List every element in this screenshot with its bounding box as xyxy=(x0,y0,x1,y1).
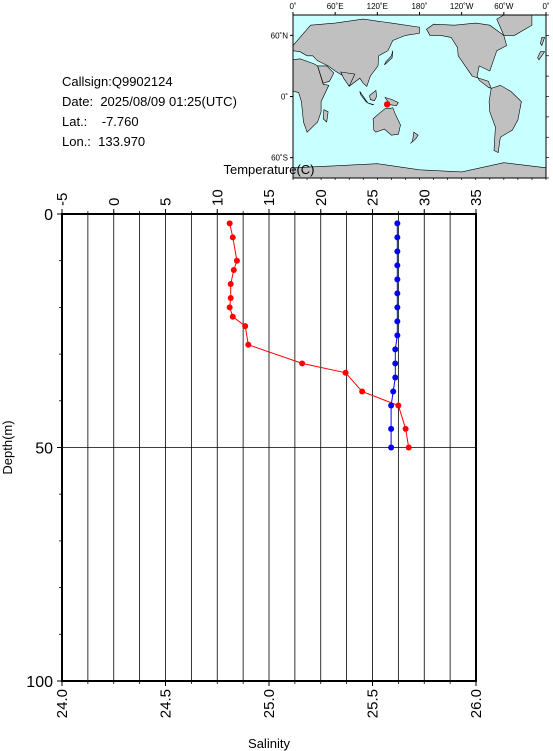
temperature-point xyxy=(245,341,252,348)
lat-value: -7.760 xyxy=(101,114,139,129)
map-land-mass xyxy=(366,102,374,105)
temperature-tick-label: 35 xyxy=(468,189,485,206)
salinity-point xyxy=(388,444,395,451)
map-land-mass xyxy=(292,18,420,87)
temperature-tick-label: 30 xyxy=(416,189,433,206)
salinity-point xyxy=(392,360,399,367)
station-marker xyxy=(383,101,391,108)
lat-row: Lat.: -7.760 xyxy=(62,112,237,132)
depth-axis-title: Depth(m) xyxy=(0,420,15,474)
temperature-point xyxy=(233,257,240,264)
map-land-mass xyxy=(410,131,419,144)
salinity-tick-label: 24.0 xyxy=(54,689,71,718)
callsign-row: Callsign:Q9902124 xyxy=(62,72,237,92)
salinity-axis-title: Salinity xyxy=(248,736,290,751)
temperature-point xyxy=(359,388,366,395)
temperature-tick-label: 10 xyxy=(209,189,226,206)
date-row: Date: 2025/08/09 01:25(UTC) xyxy=(62,92,237,112)
map-land-mass xyxy=(322,109,329,123)
depth-tick-label: 100 xyxy=(26,674,53,691)
map-lon-label: 180˚ xyxy=(411,2,427,11)
map-land-mass xyxy=(340,71,356,87)
temperature-point xyxy=(226,220,233,227)
date-label: Date: xyxy=(62,94,94,109)
temperature-point xyxy=(402,425,409,432)
temperature-point xyxy=(229,313,236,320)
callsign-label: Callsign: xyxy=(62,74,112,89)
salinity-point xyxy=(388,402,395,409)
depth-tick-label: 0 xyxy=(44,207,53,224)
map-lon-label: 120˚E xyxy=(367,2,388,11)
map-lon-label: 0˚ xyxy=(289,2,296,11)
map-lon-label: 60˚W xyxy=(494,2,514,11)
temperature-profile-line xyxy=(229,223,410,448)
map-lon-label: 120˚W xyxy=(450,2,474,11)
salinity-profile-line xyxy=(390,223,398,448)
temperature-tick-label: 0 xyxy=(106,198,123,206)
temperature-tick-label: 25 xyxy=(365,189,382,206)
temperature-axis-title: Temperature(C) xyxy=(223,162,314,177)
map-land-mass xyxy=(372,107,401,136)
date-value: 2025/08/09 01:25(UTC) xyxy=(100,94,237,109)
map-lon-label: 0˚ xyxy=(542,2,549,11)
salinity-point xyxy=(394,304,401,311)
map-land-mass xyxy=(488,84,522,153)
map-land-mass xyxy=(359,91,368,103)
station-info: Callsign:Q9902124 Date: 2025/08/09 01:25… xyxy=(62,72,237,152)
temperature-point xyxy=(405,444,412,451)
salinity-point xyxy=(390,388,397,395)
temperature-tick-label: -5 xyxy=(54,193,71,206)
map-land-mass xyxy=(537,51,546,61)
temperature-point xyxy=(230,267,237,274)
map-land-mass xyxy=(540,37,546,47)
salinity-point xyxy=(394,234,401,241)
salinity-point xyxy=(388,425,395,432)
salinity-point xyxy=(394,220,401,227)
temperature-tick-label: 15 xyxy=(261,189,278,206)
map-land-mass xyxy=(292,58,330,133)
map-lat-label: 60˚N xyxy=(271,31,289,40)
temperature-point xyxy=(227,281,234,288)
salinity-point xyxy=(394,248,401,255)
map-lon-label: 60˚E xyxy=(327,2,344,11)
lon-row: Lon.: 133.970 xyxy=(62,132,237,152)
salinity-tick-label: 25.5 xyxy=(365,689,382,718)
salinity-point xyxy=(394,318,401,325)
temperature-point xyxy=(395,402,402,409)
temperature-point xyxy=(242,323,249,330)
salinity-point xyxy=(394,332,401,339)
salinity-point xyxy=(394,290,401,297)
salinity-point xyxy=(392,346,399,353)
depth-tick-label: 50 xyxy=(35,441,53,458)
temperature-tick-label: 5 xyxy=(158,198,175,206)
map-land-mass xyxy=(369,89,377,101)
temperature-point xyxy=(229,234,236,241)
temperature-point xyxy=(227,295,234,302)
lon-value: 133.970 xyxy=(98,134,146,149)
salinity-point xyxy=(394,276,401,283)
temperature-point xyxy=(226,304,233,311)
temperature-point xyxy=(299,360,306,367)
salinity-tick-label: 26.0 xyxy=(468,689,485,718)
callsign-value: Q9902124 xyxy=(111,74,173,89)
map-lat-label: 0˚ xyxy=(281,93,288,102)
world-map: 0˚ 60˚E 120˚E 180˚ 120˚W 60˚W 0˚ 60˚N 0˚ 60˚S xyxy=(271,2,550,180)
temperature-tick-label: 20 xyxy=(313,189,330,206)
map-land-mass xyxy=(426,22,507,89)
salinity-tick-label: 24.5 xyxy=(158,689,175,718)
map-lat-label: 60˚S xyxy=(271,154,288,163)
salinity-tick-label: 25.0 xyxy=(261,689,278,718)
lat-label: Lat.: xyxy=(62,114,88,129)
temperature-point xyxy=(342,369,349,376)
salinity-point xyxy=(392,374,399,381)
map-land-mass xyxy=(317,65,335,84)
lon-label: Lon.: xyxy=(62,134,91,149)
salinity-point xyxy=(394,262,401,269)
map-land-mass xyxy=(384,50,394,66)
